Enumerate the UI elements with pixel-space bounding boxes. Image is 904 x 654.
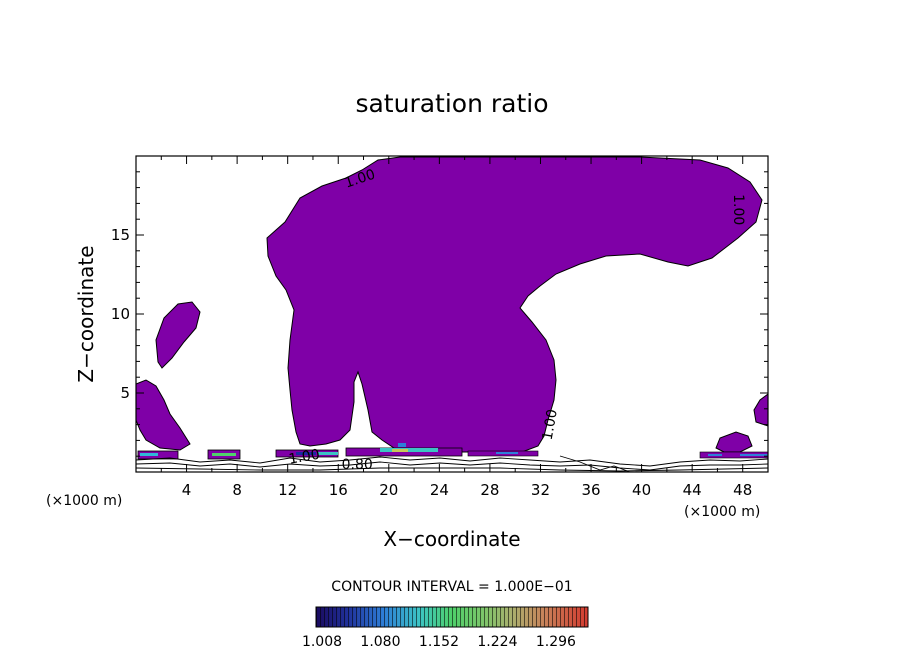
x-tick-label: 24 [430, 481, 449, 499]
contour-interval-label: CONTOUR INTERVAL = 1.000E−01 [331, 579, 572, 595]
surface-contour-lines [136, 455, 768, 472]
x-tick-label: 36 [581, 481, 600, 499]
y-axis-ticks: 5 10 15 [111, 171, 768, 457]
x-unit-label: (×1000 m) [684, 504, 760, 520]
contour-label: 0.80 [342, 457, 373, 473]
y-axis-label: Z−coordinate [74, 245, 98, 382]
x-tick-label: 44 [683, 481, 702, 499]
colorbar-labels: 1.008 1.080 1.152 1.224 1.296 [302, 634, 576, 650]
colorbar-stripes [316, 607, 588, 627]
saturation-region-left-blob [155, 301, 201, 369]
contour-label-text: 0.80 [342, 457, 373, 473]
x-tick-label: 20 [379, 481, 398, 499]
surface-saturation-band [137, 443, 768, 460]
saturation-region-main [266, 156, 763, 453]
colorbar-frame [315, 606, 589, 628]
colorbar-label: 1.152 [419, 634, 459, 650]
contour-label: 1.00 [540, 408, 561, 441]
x-tick-label: 48 [733, 481, 752, 499]
y-tick-label: 5 [120, 384, 130, 402]
colorbar [315, 606, 589, 628]
x-tick-label: 28 [480, 481, 499, 499]
contour-label-text: 1.00 [730, 194, 746, 225]
x-tick-label: 8 [232, 481, 242, 499]
x-tick-label: 4 [182, 481, 192, 499]
colorbar-label: 1.080 [360, 634, 400, 650]
contour-label: 1.00 [730, 194, 746, 225]
contour-label-text: 1.00 [288, 447, 321, 468]
contour-label: 1.00 [288, 447, 321, 468]
x-tick-label: 12 [278, 481, 297, 499]
x-axis-label: X−coordinate [383, 527, 520, 551]
saturation-region-right-low [715, 431, 753, 453]
plot-area [136, 156, 768, 472]
chart-title: saturation ratio [355, 89, 548, 118]
colorbar-label: 1.224 [477, 634, 517, 650]
saturation-region-left-edge [136, 379, 191, 451]
x-tick-label: 16 [329, 481, 348, 499]
x-tick-label: 40 [632, 481, 651, 499]
saturation-region-right-edge [753, 393, 768, 427]
z-unit-label: (×1000 m) [46, 493, 122, 509]
colorbar-label: 1.296 [536, 634, 576, 650]
contour-labels: 1.001.001.001.00 0.80 [288, 167, 746, 473]
y-tick-label: 10 [111, 305, 130, 323]
colorbar-label: 1.008 [302, 634, 342, 650]
x-tick-label: 32 [531, 481, 550, 499]
x-axis-ticks: 4 8 12 16 20 24 28 32 36 40 44 48 [160, 156, 752, 499]
y-tick-label: 15 [111, 226, 130, 244]
contour-label-text: 1.00 [540, 408, 561, 441]
